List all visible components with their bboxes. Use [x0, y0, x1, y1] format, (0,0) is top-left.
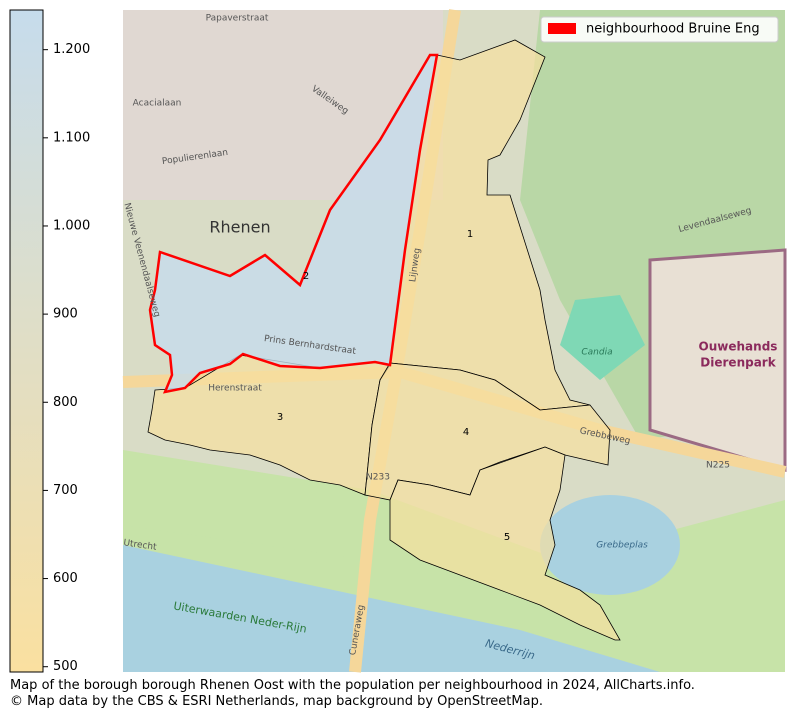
map-label: Utrecht	[123, 538, 158, 553]
map-label: Grebbeplas	[596, 541, 648, 551]
colorbar-ticks: 500 600 700 800 900 1.000 1.100 1.200	[43, 42, 90, 674]
regions	[147, 39, 621, 641]
colorbar-tick-label: 1.100	[53, 130, 90, 145]
legend: neighbourhood Bruine Eng	[540, 16, 779, 43]
region	[364, 362, 611, 501]
colorbar-tick-label: 1.000	[53, 218, 90, 233]
legend-box	[540, 16, 779, 43]
legend-label: neighbourhood Bruine Eng	[586, 22, 760, 37]
map-label: Dierenpark	[700, 356, 776, 370]
lake	[540, 495, 680, 595]
map-label: N225	[706, 461, 730, 471]
region-label: 5	[504, 532, 510, 543]
map-label: Rhenen	[209, 218, 270, 237]
region-label: 2	[303, 271, 309, 282]
river	[123, 545, 660, 672]
map-label: N233	[366, 473, 390, 483]
map-label: Candia	[581, 348, 612, 358]
region-label: 3	[277, 412, 283, 423]
legend-swatch	[548, 23, 576, 34]
colorbar	[9, 9, 44, 673]
caption: © Map data by the CBS & ESRI Netherlands…	[10, 694, 543, 709]
colorbar-tick-label: 1.200	[53, 42, 90, 57]
caption: Map of the borough borough Rhenen Oost w…	[10, 678, 695, 693]
region	[389, 446, 621, 641]
map-label: Acacialaan	[133, 99, 182, 109]
map-label: Lijnweg	[408, 247, 423, 282]
colorbar-tick-label: 600	[53, 571, 78, 586]
colorbar-tick-label: 500	[53, 659, 78, 674]
colorbar-tick-label: 900	[53, 307, 78, 322]
colorbar-tick-label: 800	[53, 395, 78, 410]
figure: 500 600 700 800 900 1.000 1.100 1.200 1 2 3 4 5…	[9, 9, 787, 674]
map-label: Herenstraat	[208, 384, 262, 394]
region-labels: 1 2 3 4 5	[277, 229, 510, 543]
region-label: 4	[463, 427, 469, 438]
map-label: Papaverstraat	[206, 14, 269, 24]
map-label: Ouwehands	[699, 340, 778, 354]
colorbar-tick-label: 700	[53, 483, 78, 498]
sports-field	[560, 295, 645, 380]
region-highlighted	[148, 53, 439, 394]
region-label: 1	[467, 229, 473, 240]
